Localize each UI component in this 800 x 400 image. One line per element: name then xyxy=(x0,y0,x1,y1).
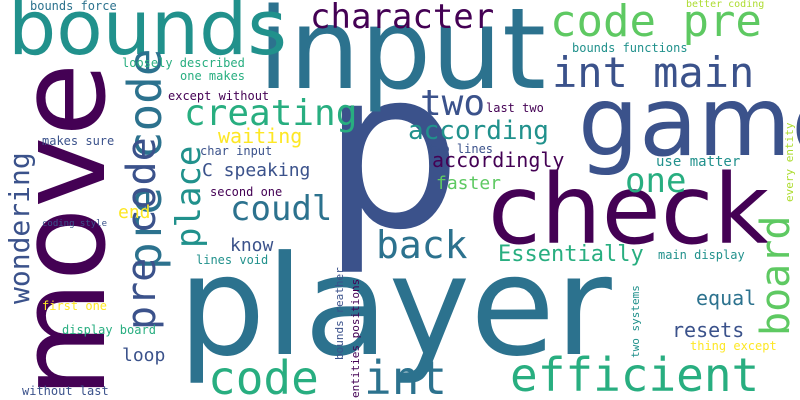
word-every-entity: every entity xyxy=(784,123,795,202)
word-loop: loop xyxy=(122,347,165,365)
word-coding-style: coding style xyxy=(42,220,107,229)
word-two-lines: two lines xyxy=(428,143,493,155)
word-better-coding: better coding xyxy=(686,0,764,10)
word-last-two: last two xyxy=(486,102,544,114)
word-board: board xyxy=(756,216,796,336)
word-c-speaking: C speaking xyxy=(202,162,310,180)
word-display-board: display board xyxy=(62,324,156,336)
word-char-input: char input xyxy=(200,145,272,157)
word-bounds-reather: bounds reather xyxy=(334,267,345,360)
word-two: two xyxy=(420,86,485,122)
word-place: place xyxy=(172,146,206,248)
word-character: character xyxy=(310,0,494,34)
word-code-bottom: code xyxy=(208,355,319,400)
word-lines-void: lines void xyxy=(196,254,268,266)
word-equal: equal xyxy=(696,288,756,308)
word-bounds-force: bounds force xyxy=(30,0,117,12)
word-end: end xyxy=(118,204,151,222)
word-faster: faster xyxy=(436,175,501,193)
word-first-one: first one xyxy=(42,300,107,312)
word-main-display: main display xyxy=(658,249,745,261)
word-use-matter: use matter xyxy=(656,155,740,169)
word-second-one: second one xyxy=(210,186,282,198)
word-wondering: wondering xyxy=(6,152,34,304)
word-bounds-functions: bounds functions xyxy=(572,42,688,54)
word-essentially: Essentially xyxy=(498,244,644,266)
word-two-systems: two systems xyxy=(630,285,641,358)
word-back: back xyxy=(376,226,468,264)
word-makes-sure: makes sure xyxy=(42,135,114,147)
word-thing-except: thing except xyxy=(690,340,777,352)
word-one-makes: one makes xyxy=(180,70,245,82)
word-resets: resets xyxy=(672,320,744,340)
word-efficient: efficient xyxy=(510,352,759,398)
word-int-bottom: int xyxy=(364,355,447,400)
word-int-main: int main xyxy=(552,52,754,94)
word-pre-code-left: pre code xyxy=(122,137,162,330)
word-except-without: except without xyxy=(168,90,269,102)
word-without-last: without last xyxy=(22,385,109,397)
word-waiting: waiting xyxy=(218,126,302,146)
word-loosely-described: loosely described xyxy=(122,57,245,69)
word-entities-positions: entities positions xyxy=(350,279,361,398)
